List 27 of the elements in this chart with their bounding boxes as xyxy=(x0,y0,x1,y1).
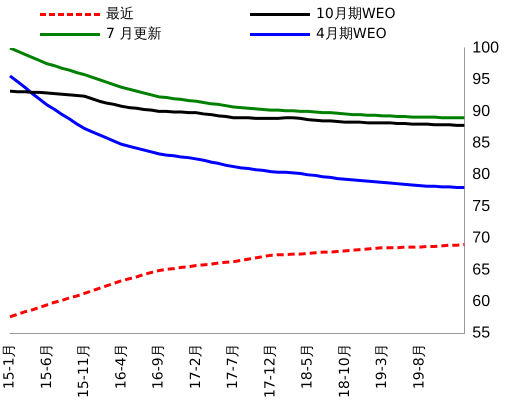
x-tick-label: 15-6月 xyxy=(38,343,55,390)
y-tick-label: 70 xyxy=(472,230,490,247)
line-series xyxy=(8,243,466,318)
y-tick-label: 80 xyxy=(472,166,490,184)
y-tick-label: 55 xyxy=(472,324,490,342)
x-tick-label: 18-5月 xyxy=(300,343,316,390)
legend-label: 最近 xyxy=(106,5,134,23)
y-tick-label: 75 xyxy=(472,198,490,215)
x-tick-label: 19-3月 xyxy=(374,343,390,390)
y-tick-label: 95 xyxy=(472,71,490,88)
x-tick-label: 17-12月 xyxy=(262,343,278,398)
legend-label: 10月期WEO xyxy=(316,5,396,23)
y-tick-label: 100 xyxy=(472,39,500,56)
x-tick-label: 15-11月 xyxy=(76,343,92,398)
x-tick-label: 16-4月 xyxy=(113,343,130,390)
y-tick-label: 60 xyxy=(472,293,490,310)
x-tick-label: 18-10月 xyxy=(336,343,353,398)
legend-label: 4月期WEO xyxy=(316,25,387,43)
x-tick-label: 15-1月 xyxy=(2,343,18,390)
x-tick-label: 17-2月 xyxy=(188,343,204,390)
y-tick-label: 85 xyxy=(472,134,490,152)
legend-label: 7 月更新 xyxy=(106,25,162,43)
y-tick-label: 65 xyxy=(472,261,490,278)
x-tick-label: 16-9月 xyxy=(150,343,167,390)
x-tick-label: 17-7月 xyxy=(225,343,242,390)
x-tick-label: 19-8月 xyxy=(411,343,428,390)
y-tick-label: 90 xyxy=(472,102,490,120)
